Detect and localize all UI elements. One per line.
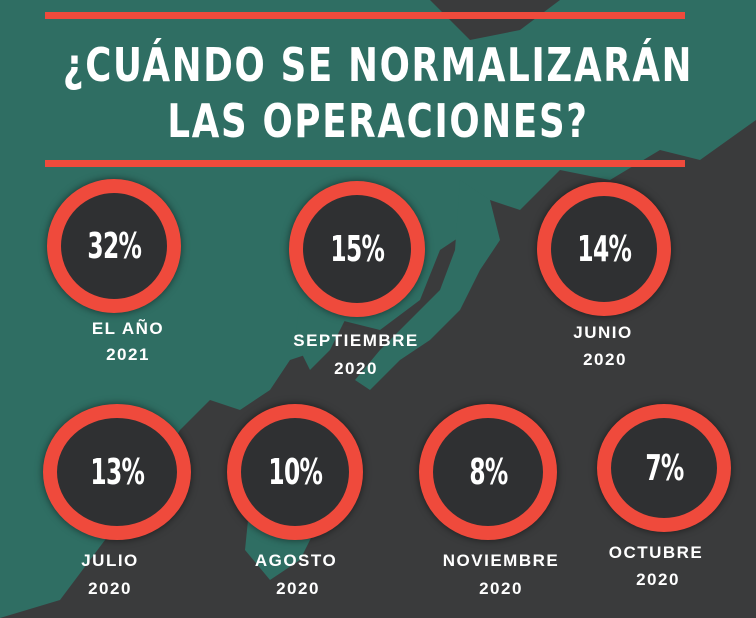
percent-ring: 14% xyxy=(537,182,671,316)
stat-label-line2: 2020 xyxy=(583,350,627,369)
percent-ring: 15% xyxy=(289,181,425,317)
stat-label-line2: 2020 xyxy=(636,570,680,589)
stat-label-line1: JULIO xyxy=(81,551,139,570)
page-title-line2: LAS OPERACIONES? xyxy=(167,94,589,148)
percent-value: 10% xyxy=(268,451,322,493)
japan-islands xyxy=(355,180,500,390)
percent-ring: 32% xyxy=(47,179,181,313)
percent-ring: 8% xyxy=(419,404,557,540)
stat-label-line2: 2020 xyxy=(334,359,378,378)
stat-label-line1: SEPTIEMBRE xyxy=(293,331,419,350)
bottom-divider xyxy=(45,160,685,167)
percent-value: 8% xyxy=(468,451,508,493)
percent-value: 15% xyxy=(330,228,384,270)
stat-label-line2: 2021 xyxy=(106,345,150,364)
stat-label-line1: JUNIO xyxy=(573,323,633,342)
top-divider xyxy=(45,12,685,19)
percent-value: 13% xyxy=(90,451,144,493)
percent-ring: 13% xyxy=(43,404,191,540)
stat-label-line2: 2020 xyxy=(276,579,320,598)
percent-value: 32% xyxy=(87,225,141,267)
stat-label-line1: AGOSTO xyxy=(254,551,338,570)
percent-value: 7% xyxy=(644,447,684,489)
page-title-line1: ¿CUÁNDO SE NORMALIZARÁN xyxy=(62,38,694,92)
stat-label-line1: NOVIEMBRE xyxy=(442,551,560,570)
stat-label-line2: 2020 xyxy=(479,579,523,598)
percent-value: 14% xyxy=(577,228,631,270)
stat-label-line1: EL AÑO xyxy=(91,319,165,338)
percent-ring: 10% xyxy=(227,404,363,540)
stat-label-line2: 2020 xyxy=(88,579,132,598)
percent-ring: 7% xyxy=(597,404,731,532)
stat-label-line1: OCTUBRE xyxy=(608,543,704,562)
